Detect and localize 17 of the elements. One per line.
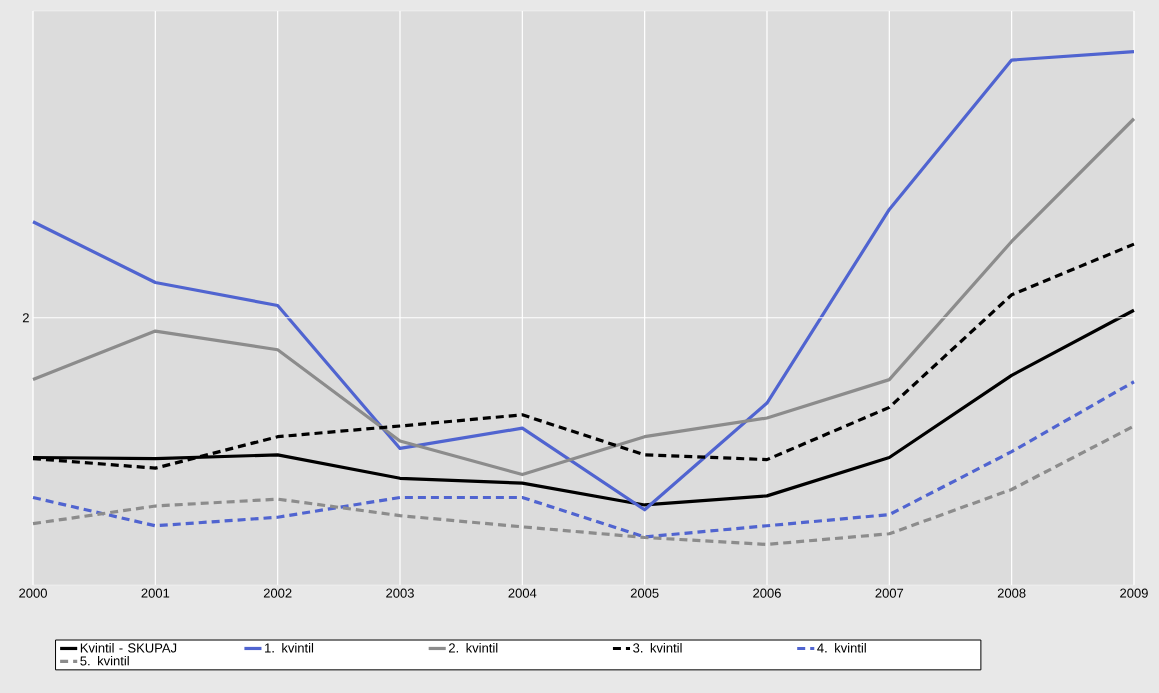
text: 2 (22, 313, 29, 323)
legend-label: 1. kvintil (265, 643, 314, 653)
x-tick-label: 2003 (386, 588, 414, 598)
x-tick-label: 2008 (997, 588, 1026, 598)
x-tick-label: 2002 (263, 588, 292, 598)
legend-label: Kvintil - SKUPAJ (80, 643, 177, 653)
legend-label: 3. kvintil (633, 643, 682, 653)
x-tick-label: 2000 (19, 588, 47, 598)
x-tick-label: 2005 (630, 588, 659, 598)
legend-label: 5. kvintil (80, 655, 129, 666)
x-tick-label: 2009 (1120, 588, 1148, 598)
legend-label: 4. kvintil (817, 643, 866, 653)
x-tick-label: 2001 (141, 588, 170, 598)
x-tick-label: 2006 (753, 588, 781, 598)
x-tick-label: 2004 (508, 588, 537, 598)
legend-label: 2. kvintil (449, 643, 498, 653)
x-tick-label: 2007 (875, 588, 904, 598)
